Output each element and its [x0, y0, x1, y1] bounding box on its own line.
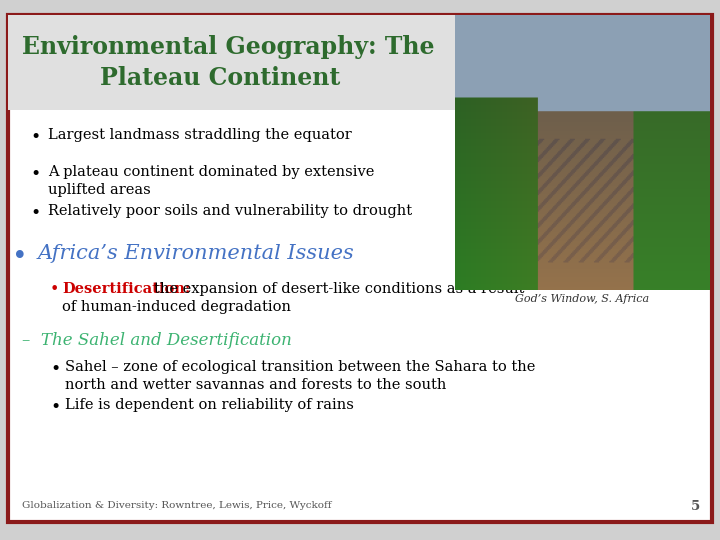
Text: Life is dependent on reliability of rains: Life is dependent on reliability of rain…: [65, 398, 354, 412]
Text: Globalization & Diversity: Rowntree, Lewis, Price, Wyckoff: Globalization & Diversity: Rowntree, Lew…: [22, 502, 331, 510]
Text: Relatively poor soils and vulnerability to drought: Relatively poor soils and vulnerability …: [48, 204, 412, 218]
Text: –  The Sahel and Desertification: – The Sahel and Desertification: [22, 332, 292, 349]
Text: of human-induced degradation: of human-induced degradation: [62, 300, 291, 314]
Text: Plateau Continent: Plateau Continent: [100, 66, 341, 90]
Text: Africa’s Environmental Issues: Africa’s Environmental Issues: [38, 244, 355, 263]
Bar: [8, 15, 458, 110]
Text: Environmental Geography: The: Environmental Geography: The: [22, 35, 434, 59]
Text: •: •: [30, 165, 40, 183]
Text: •: •: [12, 244, 27, 270]
Text: •: •: [50, 398, 60, 416]
Text: •: •: [50, 360, 60, 378]
Text: Sahel – zone of ecological transition between the Sahara to the
north and wetter: Sahel – zone of ecological transition be…: [65, 360, 536, 393]
Text: God’s Window, S. Africa: God’s Window, S. Africa: [515, 294, 649, 304]
Text: A plateau continent dominated by extensive
uplifted areas: A plateau continent dominated by extensi…: [48, 165, 374, 198]
Text: •: •: [30, 128, 40, 146]
Text: Desertification:: Desertification:: [62, 282, 190, 296]
Text: 5: 5: [690, 500, 700, 512]
Text: •: •: [50, 282, 59, 297]
Text: •: •: [30, 204, 40, 222]
Text: the expansion of desert-like conditions as a result: the expansion of desert-like conditions …: [154, 282, 524, 296]
Text: Largest landmass straddling the equator: Largest landmass straddling the equator: [48, 128, 352, 142]
